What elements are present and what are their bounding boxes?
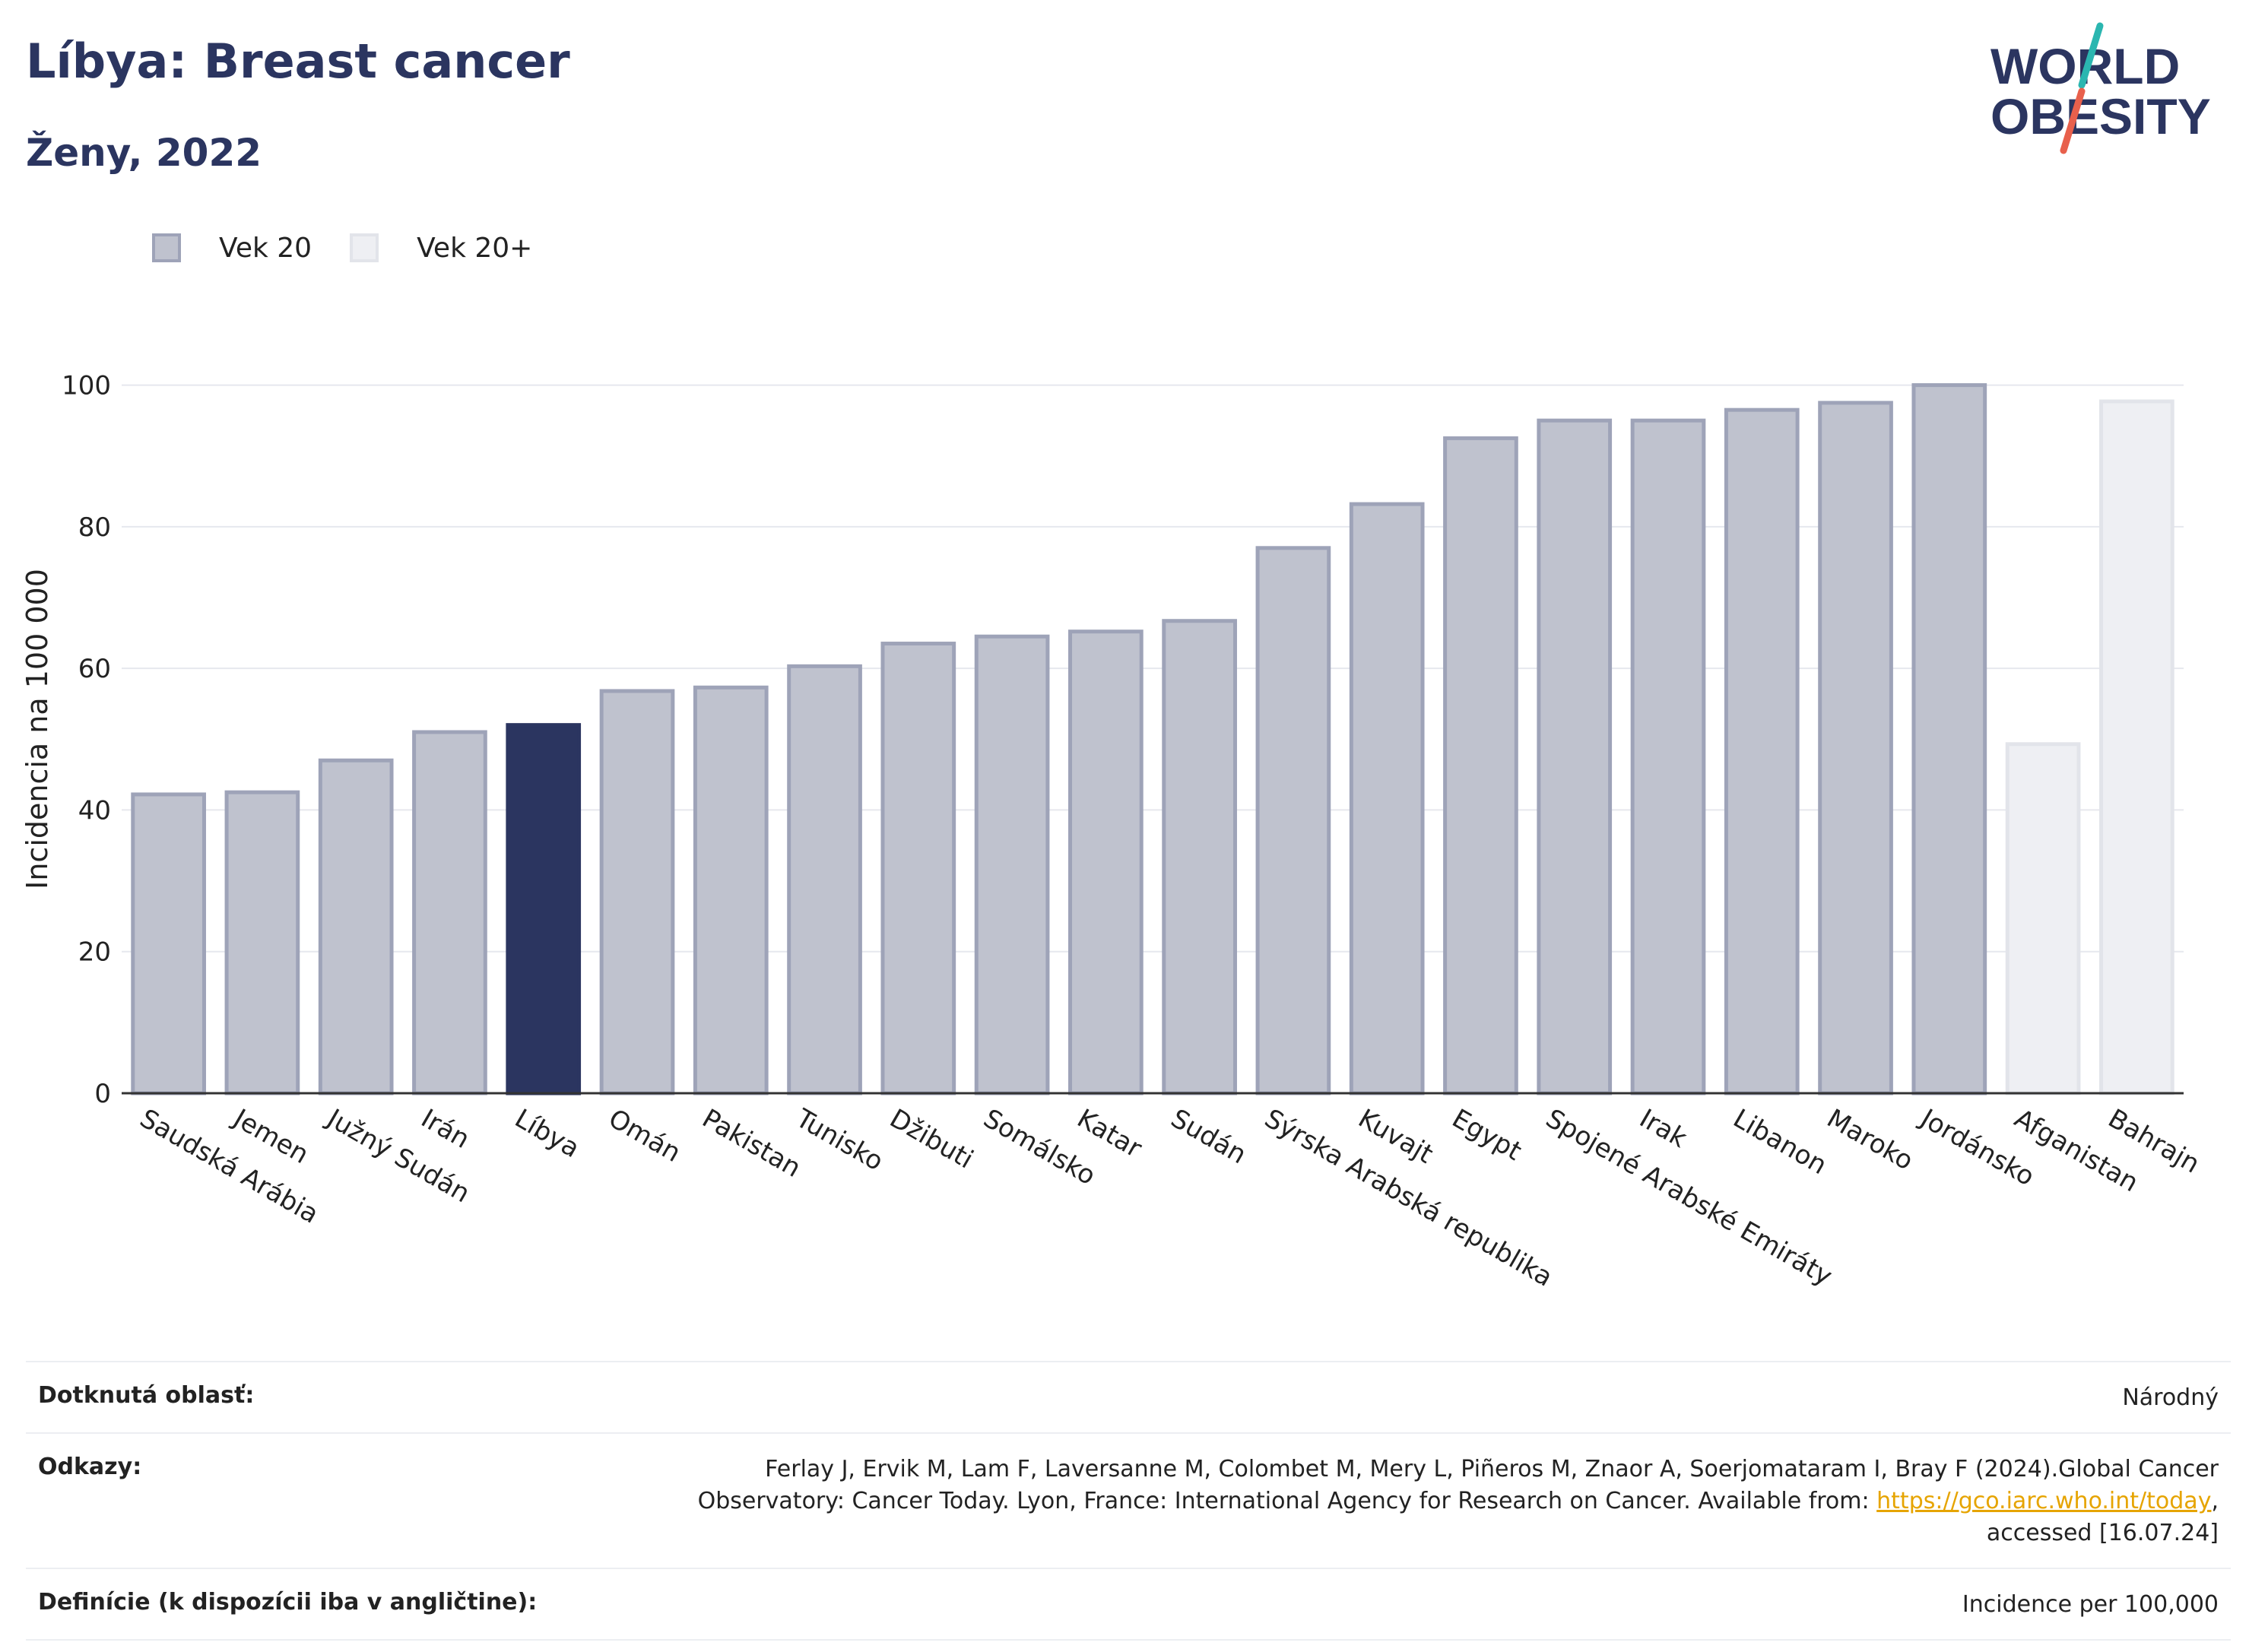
- legend-item-vek-20[interactable]: Vek 20: [152, 233, 312, 264]
- x-tick-label: Libanon: [1728, 1103, 1832, 1181]
- bar-jemen[interactable]: [224, 790, 300, 1096]
- bar-libanon[interactable]: [1724, 407, 1800, 1096]
- reference-line-3: accessed [16.07.24]: [1986, 1520, 2219, 1546]
- bar-bahrajn[interactable]: [2099, 399, 2174, 1096]
- footer-value-definitions: Incidence per 100,000: [1962, 1591, 2219, 1618]
- bar-sýrska-arabská-republika[interactable]: [1255, 546, 1331, 1096]
- legend-label-vek-20-plus: Vek 20+: [417, 232, 533, 264]
- x-tick-label: Pakistan: [697, 1103, 806, 1184]
- bar-omán[interactable]: [599, 689, 675, 1096]
- bar-južný-sudán[interactable]: [318, 758, 394, 1096]
- bars: [131, 383, 2174, 1096]
- footer-table: Dotknutá oblasť: Národný Odkazy: Ferlay …: [26, 1361, 2231, 1641]
- x-tick-label: Líbya: [509, 1103, 585, 1164]
- x-tick-label: Omán: [604, 1103, 687, 1168]
- footer-row-definitions: Definície (k dispozícii iba v angličtine…: [26, 1568, 2231, 1641]
- bar-sudán[interactable]: [1162, 619, 1237, 1096]
- reference-line-2: Observatory: Cancer Today. Lyon, France:…: [698, 1486, 2219, 1517]
- legend-label-vek-20: Vek 20: [219, 232, 312, 264]
- x-tick-label: Sudán: [1166, 1103, 1251, 1170]
- y-tick-label: 100: [62, 371, 111, 401]
- bar-tunisko[interactable]: [787, 664, 862, 1096]
- x-tick-label: Egypt: [1447, 1103, 1527, 1167]
- legend-swatch-vek-20-plus: [350, 233, 379, 262]
- bar-pakistan[interactable]: [693, 685, 769, 1096]
- legend-item-vek-20-plus[interactable]: Vek 20+: [350, 233, 532, 264]
- bar-saudská-arábia[interactable]: [131, 792, 206, 1096]
- x-tick-label: Irak: [1635, 1103, 1692, 1154]
- logo-slash-coral: [2060, 87, 2086, 154]
- y-tick-label: 40: [78, 795, 111, 826]
- logo-word-obesity: OBESITY: [1990, 88, 2211, 144]
- bar-džibuti[interactable]: [880, 642, 956, 1096]
- y-tick-label: 80: [78, 512, 111, 543]
- reference-line-1: Ferlay J, Ervik M, Lam F, Laversanne M, …: [765, 1456, 2219, 1482]
- chart-subtitle: Ženy, 2022: [26, 131, 262, 175]
- footer-row-references: Odkazy: Ferlay J, Ervik M, Lam F, Lavers…: [26, 1432, 2231, 1568]
- y-axis-ticks: 0 20 40 60 80 100: [62, 371, 111, 1109]
- chart-title: Líbya: Breast cancer: [26, 33, 570, 89]
- x-tick-label: Irán: [416, 1103, 474, 1155]
- footer-label-references: Odkazy:: [38, 1454, 142, 1480]
- bar-egypt[interactable]: [1443, 436, 1518, 1096]
- y-tick-label: 0: [94, 1079, 111, 1109]
- footer-value-references: Ferlay J, Ervik M, Lam F, Laversanne M, …: [698, 1454, 2219, 1549]
- x-tick-label: Džibuti: [884, 1103, 978, 1175]
- logo-slash-teal: [2078, 22, 2104, 89]
- bar-kuvajt[interactable]: [1349, 502, 1425, 1096]
- reference-line-2-suffix: ,: [2211, 1488, 2219, 1514]
- footer-value-area: Národný: [2122, 1384, 2219, 1411]
- bar-spojené-arabské-emiráty[interactable]: [1537, 418, 1613, 1096]
- legend-swatch-vek-20: [152, 233, 181, 262]
- y-tick-label: 60: [78, 654, 111, 684]
- bar-somálsko[interactable]: [974, 634, 1050, 1096]
- bar-afganistan[interactable]: [2005, 742, 2081, 1096]
- bar-katar[interactable]: [1068, 629, 1144, 1096]
- footer-row-area: Dotknutá oblasť: Národný: [26, 1361, 2231, 1432]
- footer-label-definitions: Definície (k dispozícii iba v angličtine…: [38, 1589, 538, 1616]
- chart-legend: Vek 20 Vek 20+: [152, 225, 570, 271]
- x-tick-label: Maroko: [1822, 1103, 1918, 1176]
- reference-link[interactable]: https://gco.iarc.who.int/today: [1876, 1488, 2212, 1514]
- reference-line-2-text: Observatory: Cancer Today. Lyon, France:…: [697, 1488, 1877, 1514]
- bar-jordánsko[interactable]: [1911, 383, 1987, 1096]
- bar-irak[interactable]: [1630, 418, 1706, 1096]
- bar-líbya[interactable]: [506, 723, 582, 1096]
- footer-label-area: Dotknutá oblasť:: [38, 1382, 255, 1409]
- bar-maroko[interactable]: [1818, 401, 1893, 1096]
- bar-irán[interactable]: [412, 730, 487, 1096]
- y-axis-title: Incidencia na 100 000: [21, 569, 54, 889]
- world-obesity-logo[interactable]: WORLD OBESITY: [1984, 15, 2243, 167]
- y-tick-label: 20: [78, 937, 111, 968]
- x-tick-label: Tunisko: [790, 1103, 888, 1178]
